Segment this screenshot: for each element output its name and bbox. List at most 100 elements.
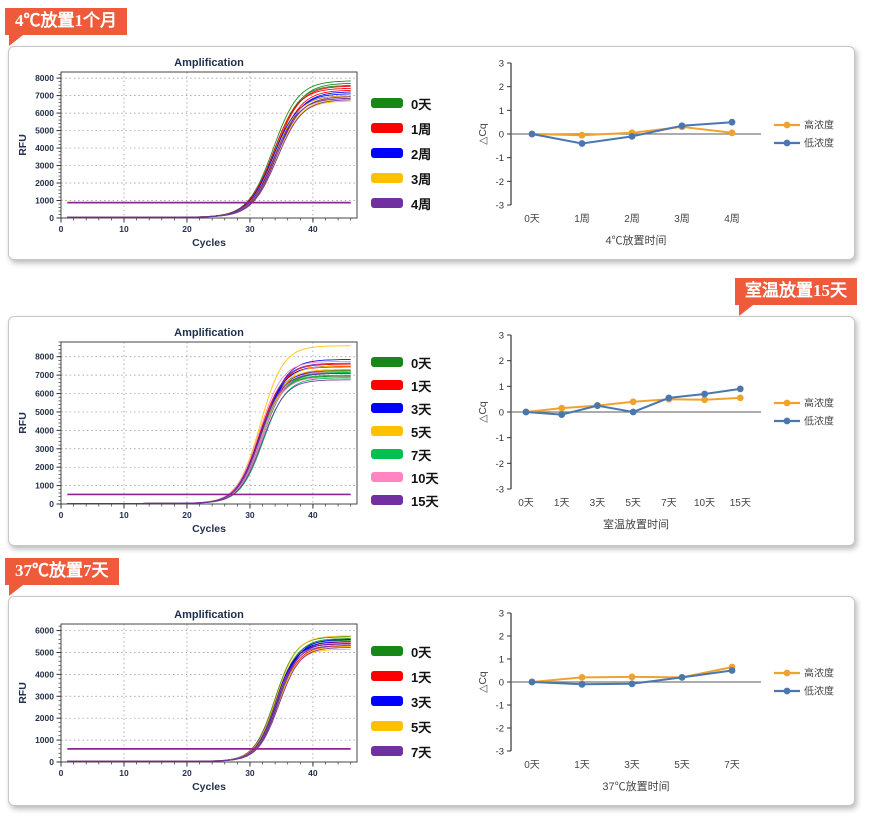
dcq-data-point (728, 118, 736, 126)
svg-text:8000: 8000 (35, 73, 54, 83)
amp-legend-item: 1天 (371, 667, 471, 686)
dcq-category-label: 7天 (724, 760, 740, 771)
amp-legend-label: 15天 (411, 493, 439, 509)
amp-curve (67, 371, 351, 504)
amp-curve (67, 379, 351, 504)
amplification-legend-room-temp: 0天 1天 3天 5天 7天 10天 15天 (371, 353, 471, 510)
dcq-xlabel: 室温放置时间 (603, 517, 669, 531)
amplification-legend-4c: 0天 1周 2周 3周 4周 (371, 94, 471, 213)
amp-curve (67, 377, 351, 504)
amp-xlabel: Cycles (192, 237, 226, 249)
amp-legend-label: 3周 (411, 171, 432, 187)
svg-text:6000: 6000 (35, 108, 54, 118)
amp-curve (67, 639, 351, 762)
dcq-category-label: 3天 (624, 760, 640, 771)
svg-text:2000: 2000 (35, 178, 54, 188)
amp-curve (67, 638, 351, 762)
dcq-legend-label: 高浓度 (804, 119, 834, 132)
svg-text:3: 3 (499, 59, 504, 70)
svg-text:20: 20 (182, 224, 192, 234)
badge-row-2: 室温放置15天 (0, 278, 869, 317)
amp-curve (67, 362, 351, 504)
amp-legend-item: 1周 (371, 119, 471, 138)
amp-curve (67, 648, 351, 762)
legend-color-swatch-icon (371, 449, 403, 459)
amp-legend-item: 0天 (371, 642, 471, 661)
amp-curve (67, 366, 351, 504)
amp-legend-label: 1周 (411, 121, 432, 137)
svg-text:30: 30 (245, 224, 255, 234)
amp-curve (67, 95, 351, 218)
dcq-category-label: 1天 (554, 498, 570, 509)
svg-text:0: 0 (59, 510, 64, 520)
amp-title: Amplification (174, 57, 244, 69)
dcq-legend-label: 低浓度 (804, 685, 834, 698)
amp-legend-label: 0天 (411, 96, 432, 112)
dcq-category-label: 5天 (674, 760, 690, 771)
svg-text:7000: 7000 (35, 91, 54, 101)
amp-curve (67, 363, 351, 504)
dcq-data-point (629, 398, 637, 406)
result-panel-37c: Amplification 0 1000 2000 3000 4000 5000 6000 0 1… (8, 596, 855, 806)
svg-text:5000: 5000 (35, 407, 54, 417)
condition-badge-4c: 4℃放置1个月 (5, 8, 127, 47)
dcq-legend-label: 高浓度 (804, 667, 834, 680)
legend-color-swatch-icon (371, 646, 403, 656)
dcq-legend-label: 低浓度 (804, 415, 834, 428)
dcq-category-label: 4周 (724, 213, 740, 225)
dcq-data-point (736, 385, 744, 393)
legend-color-swatch-icon (371, 380, 403, 390)
section-37c-storage: 37℃放置7天 Amplification 0 1000 2000 3000 4000 50… (0, 558, 869, 806)
amp-legend-label: 2周 (411, 146, 432, 162)
amp-legend-label: 0天 (411, 644, 432, 660)
svg-text:6000: 6000 (35, 626, 54, 636)
dcq-data-point (522, 408, 530, 416)
svg-text:2000: 2000 (35, 713, 54, 723)
dcq-data-point (678, 674, 686, 681)
amplification-chart-37c: Amplification 0 1000 2000 3000 4000 5000 6000 0 1… (17, 609, 358, 793)
dcq-data-point (528, 678, 536, 686)
amp-legend-label: 3天 (411, 694, 432, 710)
amp-curve (67, 643, 351, 762)
dcq-data-point (728, 667, 736, 674)
amp-xlabel: Cycles (192, 781, 226, 793)
svg-text:7000: 7000 (35, 370, 54, 380)
svg-text:0: 0 (499, 678, 504, 689)
amp-legend-item: 0天 (371, 353, 471, 372)
amp-legend-item: 1天 (371, 376, 471, 395)
amp-legend-item: 5天 (371, 422, 471, 441)
amp-legend-label: 7天 (411, 744, 432, 760)
amp-curve (67, 95, 351, 218)
legend-color-swatch-icon (371, 123, 403, 133)
amp-curve (67, 96, 351, 218)
amp-curve (67, 359, 351, 504)
dcq-data-point (665, 394, 673, 402)
legend-color-swatch-icon (371, 198, 403, 208)
dcq-data-point (558, 411, 566, 418)
svg-text:0: 0 (49, 757, 54, 767)
amp-legend-label: 5天 (411, 719, 432, 735)
amp-title: Amplification (174, 327, 244, 339)
dcq-data-point (594, 402, 601, 409)
dcq-ylabel: △Cq (477, 671, 489, 693)
condition-badge-37c: 37℃放置7天 (5, 558, 119, 597)
svg-text:1000: 1000 (35, 196, 54, 206)
svg-text:0: 0 (59, 768, 64, 778)
legend-color-swatch-icon (371, 746, 403, 756)
dcq-category-label: 10天 (694, 498, 715, 509)
amp-curve (67, 93, 351, 218)
svg-text:1000: 1000 (35, 735, 54, 745)
legend-color-swatch-icon (371, 696, 403, 706)
amp-curve (67, 641, 351, 762)
dcq-category-label: 0天 (524, 760, 540, 771)
svg-text:3: 3 (499, 331, 504, 342)
badge-row-1: 4℃放置1个月 (0, 8, 869, 47)
section-room-temp-storage: 室温放置15天 Amplification 0 1000 2000 3000 4000 50… (0, 278, 869, 546)
svg-text:3000: 3000 (35, 691, 54, 701)
legend-color-swatch-icon (371, 403, 403, 413)
svg-text:1000: 1000 (35, 481, 54, 491)
amp-legend-label: 5天 (411, 424, 432, 440)
legend-color-swatch-icon (371, 721, 403, 731)
